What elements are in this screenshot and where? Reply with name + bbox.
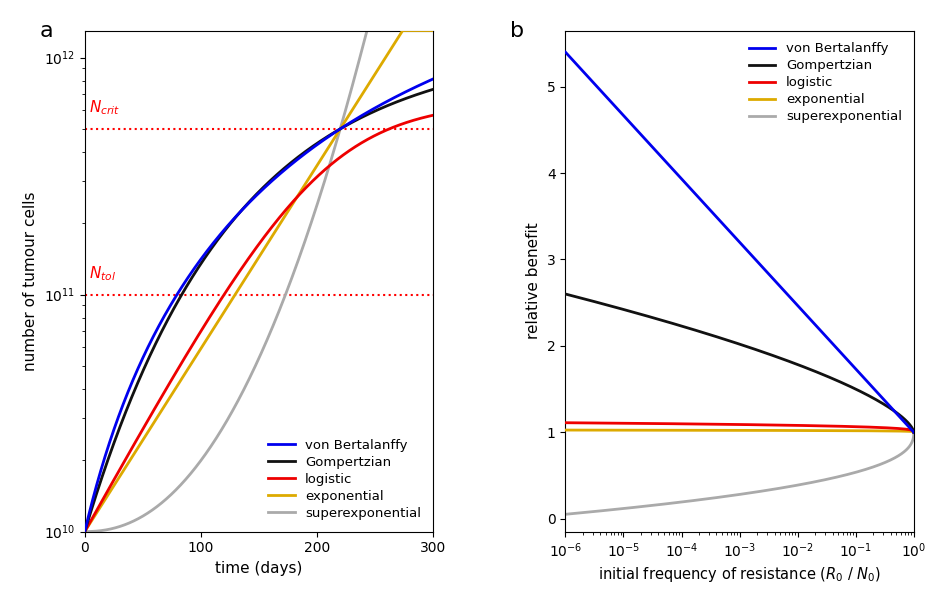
Text: $N_{tol}$: $N_{tol}$ [89, 264, 117, 283]
Y-axis label: relative benefit: relative benefit [527, 222, 542, 340]
Text: b: b [510, 21, 524, 40]
Text: a: a [40, 21, 53, 40]
Text: $N_{crit}$: $N_{crit}$ [89, 98, 121, 117]
X-axis label: initial frequency of resistance ($R_0$ / $N_0$): initial frequency of resistance ($R_0$ /… [598, 565, 881, 585]
X-axis label: time (days): time (days) [215, 561, 302, 576]
Y-axis label: number of tumour cells: number of tumour cells [23, 191, 38, 371]
Legend: von Bertalanffy, Gompertzian, logistic, exponential, superexponential: von Bertalanffy, Gompertzian, logistic, … [743, 37, 907, 128]
Legend: von Bertalanffy, Gompertzian, logistic, exponential, superexponential: von Bertalanffy, Gompertzian, logistic, … [263, 434, 427, 525]
